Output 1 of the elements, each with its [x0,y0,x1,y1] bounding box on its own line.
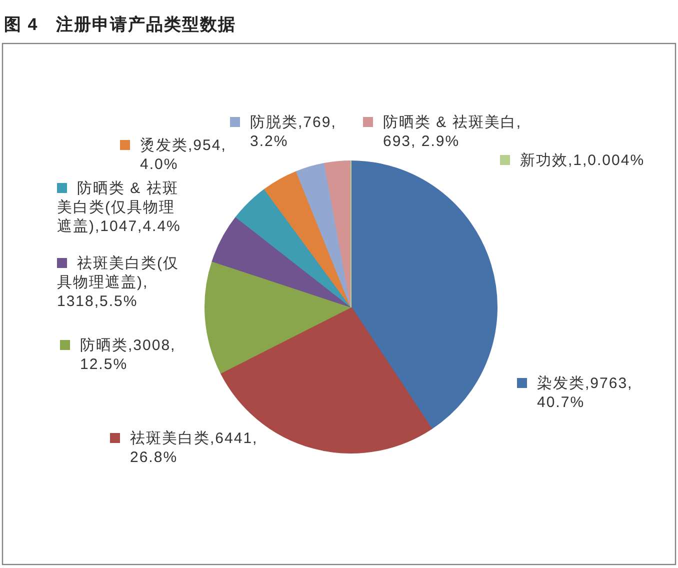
chart-title: 图 4 注册申请产品类型数据 [4,15,236,34]
